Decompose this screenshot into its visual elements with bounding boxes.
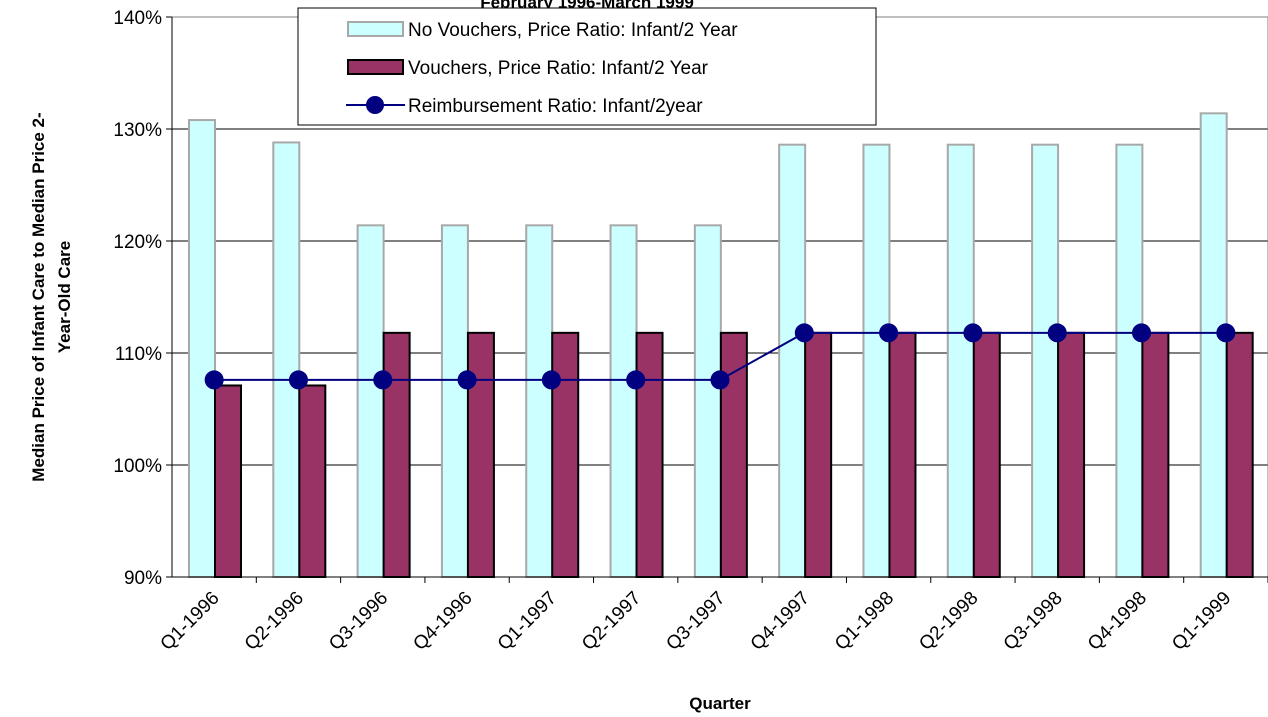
x-tick-label: Q1-1997 <box>494 588 561 655</box>
x-tick-label: Q4-1997 <box>747 588 814 655</box>
line-point <box>879 323 899 343</box>
bar-no-vouchers <box>1031 143 1060 578</box>
bars <box>188 112 1254 579</box>
line-point <box>963 323 983 343</box>
line-point <box>794 323 814 343</box>
reimbursement-line <box>204 323 1236 390</box>
bar-vouchers <box>1225 331 1254 578</box>
bar-vouchers <box>214 384 242 579</box>
bar-no-vouchers <box>862 143 891 578</box>
x-axis-title: Quarter <box>689 694 751 713</box>
x-tick-label: Q1-1996 <box>157 588 224 655</box>
bar-vouchers <box>804 331 833 578</box>
line-point <box>204 370 224 390</box>
line-point <box>457 370 477 390</box>
y-axis-title: Median Price of Infant Care to Median Pr… <box>29 112 74 481</box>
bar-vouchers <box>972 331 1001 578</box>
legend-swatch-vouchers <box>347 59 404 75</box>
legend-swatch-no-vouchers <box>347 21 404 37</box>
y-axis-title-line-1: Median Price of Infant Care to Median Pr… <box>29 112 48 481</box>
x-tick-label: Q3-1996 <box>325 588 392 655</box>
legend-label: Vouchers, Price Ratio: Infant/2 Year <box>408 58 709 79</box>
bar-vouchers <box>635 331 664 578</box>
x-tick-labels: Q1-1996 Q2-1996 Q3-1996 Q4-1996 Q1-1997 Q2-19… <box>157 588 1236 655</box>
y-tick-label: 120% <box>113 232 162 253</box>
y-tick-label: 130% <box>113 120 162 141</box>
legend: No Vouchers, Price Ratio: Infant/2 Year V… <box>297 7 877 126</box>
line-point <box>541 370 561 390</box>
y-tick-label: 100% <box>113 456 162 477</box>
bar-no-vouchers <box>440 224 469 578</box>
bar-vouchers <box>1057 331 1086 578</box>
y-tick-label: 90% <box>124 568 162 589</box>
y-tick-label: 110% <box>115 344 162 365</box>
x-tick-label: Q3-1998 <box>1000 588 1067 655</box>
x-tick-label: Q2-1997 <box>578 588 645 655</box>
bar-no-vouchers <box>778 143 807 578</box>
line-point <box>626 370 646 390</box>
y-axis-title-line-2: Year-Old Care <box>55 241 74 353</box>
bar-vouchers <box>382 331 411 578</box>
bar-vouchers <box>466 331 495 578</box>
line-point <box>1047 323 1067 343</box>
bar-no-vouchers <box>946 143 975 578</box>
line-point <box>373 370 393 390</box>
axes <box>166 16 1268 583</box>
bar-vouchers <box>298 384 327 579</box>
bar-no-vouchers <box>272 141 301 578</box>
line-point <box>1216 323 1236 343</box>
bar-no-vouchers <box>1199 112 1228 578</box>
bar-no-vouchers <box>525 224 554 578</box>
bar-no-vouchers <box>188 119 216 578</box>
line-point <box>288 370 308 390</box>
x-tick-label: Q1-1999 <box>1168 588 1235 655</box>
legend-swatch-reimbursement-marker <box>366 96 384 114</box>
bar-vouchers <box>551 331 580 578</box>
bar-no-vouchers <box>1115 143 1144 578</box>
bar-no-vouchers <box>693 224 722 578</box>
line-point <box>710 370 730 390</box>
legend-label: No Vouchers, Price Ratio: Infant/2 Year <box>408 20 738 41</box>
bar-vouchers <box>1141 331 1170 578</box>
bar-no-vouchers <box>356 224 385 578</box>
x-tick-label: Q1-1998 <box>831 588 898 655</box>
bar-vouchers <box>719 331 748 578</box>
y-tick-label: 140% <box>113 8 162 29</box>
bar-vouchers <box>888 331 917 578</box>
x-tick-label: Q2-1996 <box>241 588 308 655</box>
bar-no-vouchers <box>609 224 638 578</box>
x-tick-label: Q4-1998 <box>1084 588 1151 655</box>
x-tick-label: Q2-1998 <box>915 588 982 655</box>
x-tick-label: Q4-1996 <box>409 588 476 655</box>
y-tick-labels: 90% 100% 110% 120% 130% 140% <box>113 8 162 589</box>
legend-label: Reimbursement Ratio: Infant/2year <box>408 96 703 117</box>
line-point <box>1132 323 1152 343</box>
x-tick-label: Q3-1997 <box>662 588 729 655</box>
